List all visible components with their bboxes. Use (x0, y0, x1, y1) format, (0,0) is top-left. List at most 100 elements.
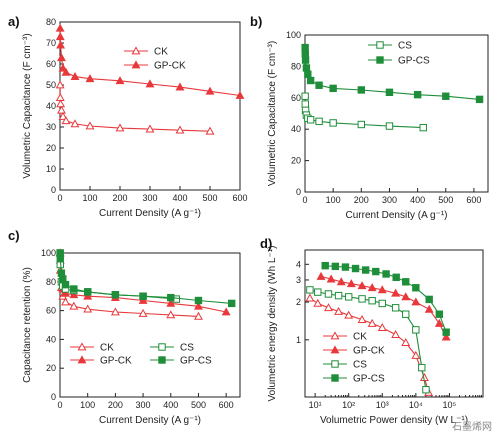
data-point (61, 297, 70, 306)
legend-label: GP-CK (100, 356, 132, 367)
y-axis-label: Volumetric energy density (Wh L⁻¹) (267, 246, 278, 402)
chart-panel-1: a) 0 100 200 300 400 500 600 0 10 20 30 40 50 60 70 80 Cu… (8, 14, 248, 219)
y-tick-label: 40 (46, 334, 56, 344)
series-ck (55, 80, 215, 135)
data-point (412, 284, 420, 292)
data-point (475, 95, 484, 104)
data-point (85, 74, 95, 83)
x-tick-label: 300 (142, 193, 157, 203)
data-point (167, 293, 175, 302)
legend-entry: CK (70, 342, 114, 354)
plot-frame (59, 21, 241, 191)
x-axis-label: Current Density (A g⁻¹) (99, 415, 201, 426)
series-gp-cs (321, 261, 450, 336)
data-point (111, 291, 120, 299)
x-tick-label: 600 (466, 195, 481, 205)
data-point (57, 105, 66, 114)
data-point (324, 303, 333, 312)
data-point (334, 291, 343, 300)
data-point (175, 82, 185, 91)
y-tick-label: 80 (291, 61, 301, 71)
data-point (341, 263, 350, 271)
plot-frame (59, 252, 241, 398)
data-point (402, 278, 410, 286)
data-point (419, 123, 427, 132)
data-point (324, 290, 333, 298)
x-tick-label: 0 (57, 400, 62, 410)
data-point (58, 111, 68, 120)
data-point (55, 92, 65, 101)
data-point (301, 92, 309, 100)
x-tick-label: 200 (112, 193, 127, 203)
data-point (115, 123, 125, 132)
x-tick-label: 200 (108, 400, 123, 410)
data-point (441, 332, 451, 341)
x-tick-label: 10² (342, 400, 355, 410)
chart-panel-2: b) 0 100 200 300 400 500 600 0 20 40 60 80 100 Current… (250, 14, 489, 221)
y-tick-label: 2 (296, 297, 301, 307)
data-point (385, 88, 394, 97)
legend-label: CK (353, 332, 367, 343)
x-tick-label: 10⁴ (409, 400, 423, 410)
x-tick-label: 500 (191, 400, 206, 410)
data-point (377, 323, 387, 332)
data-point (205, 86, 215, 95)
data-point (235, 90, 245, 99)
data-point (377, 285, 387, 294)
x-tick-label: 0 (302, 195, 307, 205)
data-point (372, 267, 380, 276)
x-tick-label: 400 (410, 195, 425, 205)
data-point (391, 288, 401, 297)
data-point (302, 64, 311, 72)
legend-label: GP-CK (154, 61, 186, 72)
data-point (194, 296, 203, 305)
data-point (194, 311, 203, 320)
y-tick-label: 0 (51, 185, 56, 195)
panel-label: a) (8, 14, 20, 29)
data-point (58, 63, 68, 72)
series-line (59, 252, 199, 317)
data-point (55, 23, 65, 32)
data-point (315, 81, 323, 89)
data-point (175, 125, 185, 134)
data-point (83, 291, 93, 300)
y-tick-label: 60 (46, 306, 56, 316)
data-point (367, 318, 377, 327)
legend-entry: CK (323, 331, 367, 343)
series-cs (306, 286, 430, 394)
legend-label: CK (154, 47, 168, 58)
data-point (55, 80, 65, 89)
legend-marker (376, 41, 384, 49)
x-tick-label: 10⁵ (443, 400, 457, 410)
x-axis-label: Volumetric Power density (W L⁻¹) (320, 415, 468, 426)
data-point (138, 295, 148, 304)
data-point (334, 306, 344, 315)
y-axis-label: Capacitance retention (%) (22, 267, 33, 383)
x-tick-label: 10¹ (309, 400, 322, 410)
legend-marker (376, 56, 384, 64)
y-tick-label: 20 (46, 363, 56, 373)
data-point (331, 262, 340, 271)
data-point (57, 53, 66, 62)
data-point (411, 297, 421, 306)
data-point (425, 295, 433, 304)
data-point (422, 386, 430, 394)
legend-entry: GP-CK (323, 345, 385, 357)
x-tick-label: 600 (219, 400, 234, 410)
legend-marker (77, 355, 87, 364)
data-point (435, 310, 444, 318)
series-gp-ck (55, 248, 231, 316)
data-point (306, 76, 315, 85)
data-point (401, 292, 411, 301)
panel-label: c) (8, 228, 20, 243)
y-tick-label: 10 (46, 164, 56, 174)
x-tick-label: 300 (382, 195, 397, 205)
chart-panel-3: c) 0 100 200 300 400 500 600 0 20 40 60 80 100 Current… (8, 228, 241, 426)
data-point (357, 281, 367, 290)
data-point (301, 100, 309, 108)
y-axis-label: Volumetric Capacitance (F cm⁻³) (267, 41, 278, 186)
legend-marker (158, 343, 166, 351)
y-tick-label: 4 (296, 259, 301, 269)
series-gp-ck (316, 271, 451, 341)
data-point (301, 56, 310, 64)
